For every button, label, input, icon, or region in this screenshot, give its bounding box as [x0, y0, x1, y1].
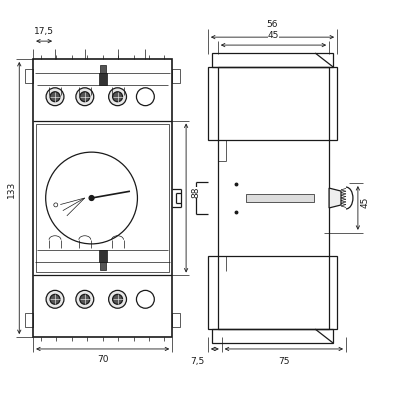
Bar: [33, 59, 172, 337]
Circle shape: [54, 203, 58, 207]
Bar: [100, 65, 106, 73]
Text: 75: 75: [278, 357, 290, 366]
Circle shape: [109, 88, 126, 106]
Circle shape: [76, 290, 94, 308]
Circle shape: [113, 294, 122, 304]
Bar: [218, 67, 329, 329]
Bar: [246, 194, 314, 202]
Text: 7,5: 7,5: [191, 357, 205, 366]
Circle shape: [136, 290, 154, 308]
Circle shape: [46, 290, 64, 308]
Bar: [172, 69, 180, 83]
Circle shape: [136, 88, 154, 106]
Circle shape: [50, 294, 60, 304]
Bar: [208, 67, 337, 140]
Text: 88: 88: [192, 186, 200, 198]
Text: 133: 133: [7, 181, 16, 198]
Bar: [100, 262, 106, 270]
Bar: [25, 69, 33, 83]
Bar: [99, 250, 107, 262]
Polygon shape: [329, 188, 341, 208]
Text: 56: 56: [267, 20, 278, 29]
Bar: [36, 124, 169, 272]
Text: 45: 45: [360, 196, 369, 208]
Bar: [172, 313, 180, 327]
Bar: [208, 256, 337, 329]
Circle shape: [50, 92, 60, 102]
Circle shape: [109, 290, 126, 308]
Bar: [212, 329, 333, 343]
Text: 70: 70: [97, 355, 108, 364]
Circle shape: [76, 88, 94, 106]
Circle shape: [80, 92, 90, 102]
Circle shape: [46, 88, 64, 106]
Bar: [25, 313, 33, 327]
Text: 17,5: 17,5: [34, 27, 54, 36]
Circle shape: [80, 294, 90, 304]
Circle shape: [113, 92, 122, 102]
Circle shape: [89, 196, 94, 200]
Bar: [99, 73, 107, 85]
Bar: [212, 53, 333, 67]
Circle shape: [46, 152, 138, 244]
Text: 45: 45: [268, 31, 279, 40]
